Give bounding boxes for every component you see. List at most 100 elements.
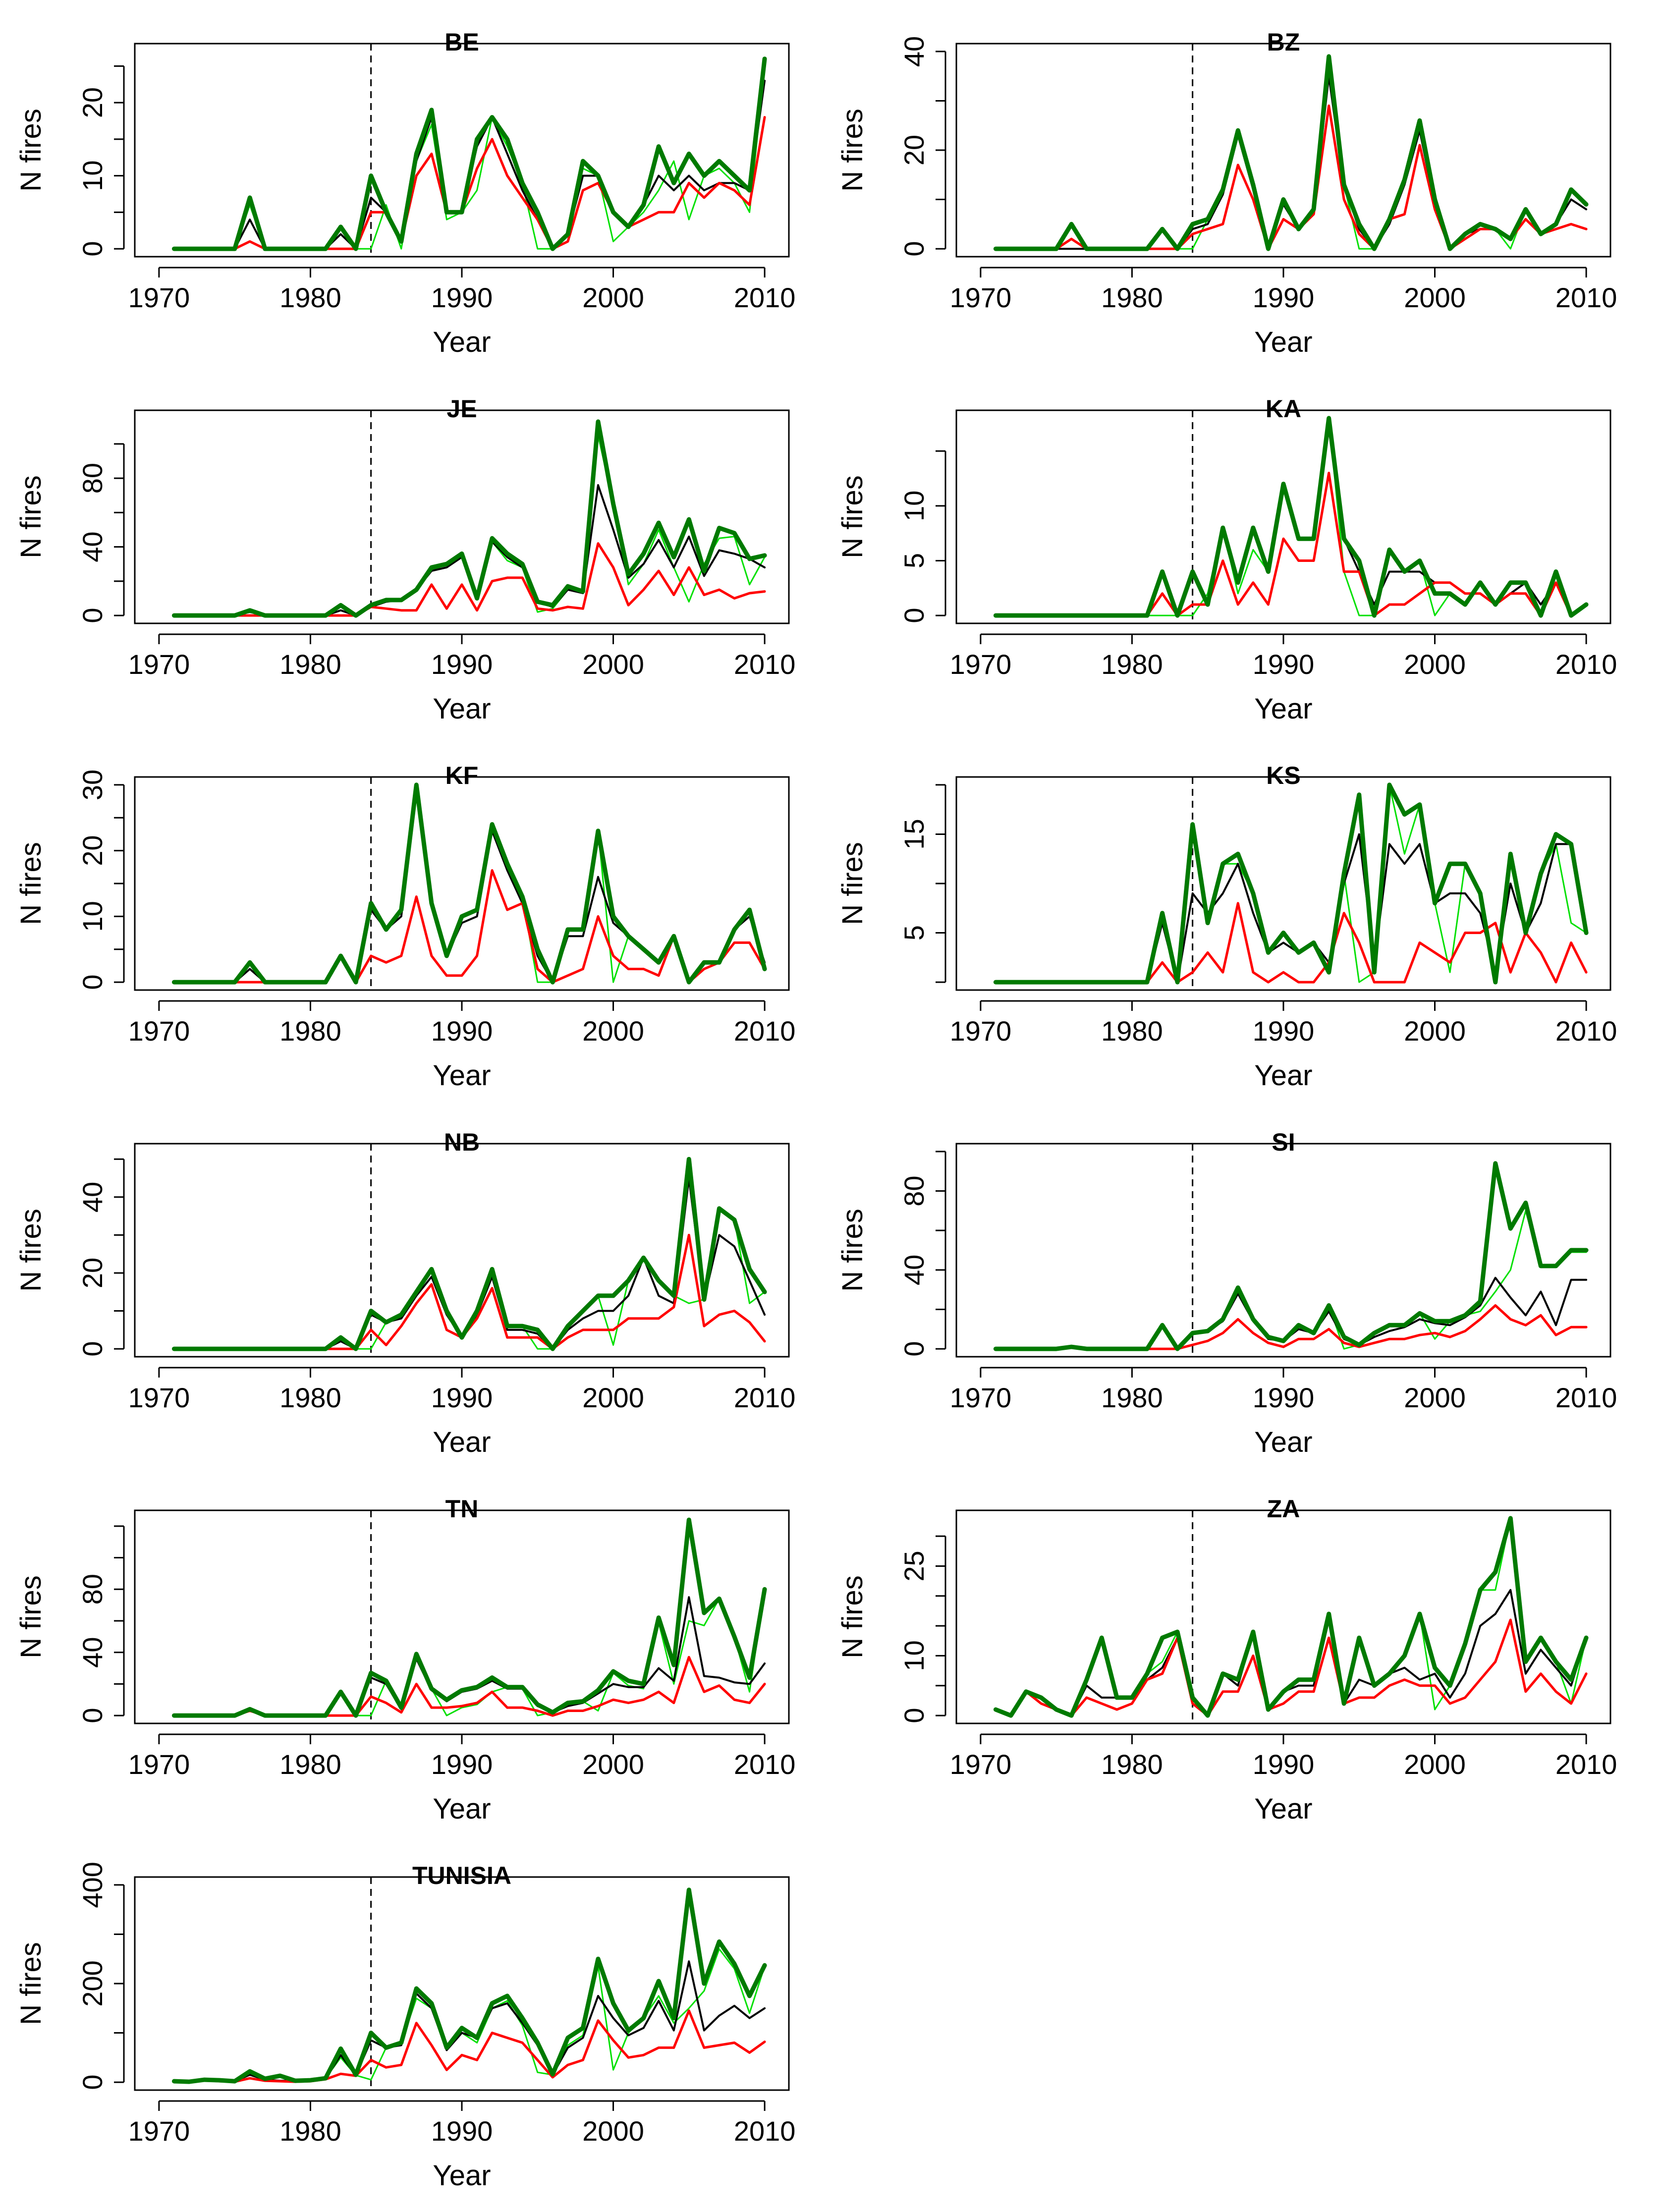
panel-kf: KF 1970 1980 1990 2000 2010 Year 0 10 20 30 N fires [15,762,795,1092]
x-tick-label: 1990 [1253,1382,1315,1413]
plot-frame [134,43,790,258]
y-tick-label: 80 [77,1574,108,1604]
panel-title: BE [444,28,479,56]
x-tick-label: 2010 [734,1749,796,1780]
panel-ka: KA 1970 1980 1990 2000 2010 Year 0 5 10 N fires [836,395,1617,725]
x-tick-label: 1980 [279,1015,341,1047]
series-line-upper [171,419,767,618]
y-tick-label: 200 [77,1960,108,2006]
y-tick-label: 20 [77,1258,108,1288]
plot-frame [955,409,1611,624]
x-axis-label: Year [433,693,491,725]
series-line-upper [171,1887,767,2084]
x-tick-label: 1970 [950,1015,1012,1047]
x-axis-label: Year [433,1426,491,1458]
x-tick-label: 1980 [279,282,341,313]
y-tick-label: 30 [77,770,108,800]
series-group [171,1887,767,2084]
series-line-upper [171,782,767,985]
x-axis-label: Year [1254,693,1312,725]
y-tick-label: 40 [77,1637,108,1668]
y-tick-label: 0 [898,608,930,623]
panel-je: JE 1970 1980 1990 2000 2010 Year 0 40 80 N fires [15,395,795,725]
plot-frame [134,1143,790,1358]
series-group [993,416,1589,618]
x-tick-label: 1970 [128,2115,190,2147]
x-tick-label: 1970 [950,1382,1012,1413]
series-line-observed [995,55,1587,250]
x-tick-label: 2000 [1404,282,1466,313]
series-group [171,782,767,985]
series-line-mid [173,79,766,250]
x-tick-label: 1990 [431,1382,493,1413]
x-tick-label: 1970 [128,1749,190,1780]
panel-title: KF [445,762,479,789]
x-axis-label: Year [1254,1059,1312,1092]
plot-frame [955,776,1611,991]
x-tick-label: 1980 [1101,282,1163,313]
panel-title: KS [1266,762,1300,789]
x-tick-label: 2010 [1555,1749,1617,1780]
y-tick-label: 10 [77,160,108,191]
y-tick-label: 0 [77,241,108,256]
x-axis-label: Year [433,1793,491,1825]
y-tick-label: 0 [898,1341,930,1356]
x-tick-label: 2010 [1555,1382,1617,1413]
panel-title: JE [446,395,477,423]
x-tick-label: 2010 [734,2115,796,2147]
y-tick-label: 0 [77,974,108,990]
x-axis-label: Year [1254,1793,1312,1825]
y-tick-label: 40 [898,1255,930,1285]
panel-title: KA [1266,395,1301,423]
y-tick-label: 15 [898,819,930,849]
series-line-upper [171,1517,767,1718]
y-tick-label: 5 [898,553,930,568]
x-tick-label: 2000 [1404,1749,1466,1780]
x-tick-label: 2000 [582,649,644,680]
x-tick-label: 2000 [582,282,644,313]
x-tick-label: 1990 [431,2115,493,2147]
y-tick-label: 10 [898,1640,930,1671]
y-axis-label: N fires [15,1209,47,1292]
y-tick-label: 40 [898,36,930,67]
series-line-lower [994,472,1588,617]
x-tick-label: 2000 [1404,1382,1466,1413]
series-line-observed [173,65,766,250]
x-tick-label: 1980 [1101,649,1163,680]
x-tick-label: 1970 [128,1382,190,1413]
y-tick-label: 0 [77,1708,108,1723]
x-tick-label: 2000 [582,1382,644,1413]
x-tick-label: 1970 [950,649,1012,680]
series-line-mid [173,1960,766,2083]
y-axis-label: N fires [15,475,47,558]
series-group [993,1161,1589,1351]
plot-frame [134,1509,790,1724]
series-line-upper [993,1516,1589,1718]
panel-bz: BZ 1970 1980 1990 2000 2010 Year 0 20 40 N fires [836,28,1617,358]
x-tick-label: 1980 [279,1382,341,1413]
x-tick-label: 2000 [582,1015,644,1047]
x-tick-label: 1980 [1101,1382,1163,1413]
y-tick-label: 0 [77,1341,108,1356]
x-tick-label: 1970 [950,282,1012,313]
panel-tunisia: TUNISIA 1970 1980 1990 2000 2010 Year 0 200 400 N … [15,1862,795,2192]
series-group [171,1517,767,1718]
series-line-mid [995,1589,1588,1717]
panel-si: SI 1970 1980 1990 2000 2010 Year 0 40 80 N fires [836,1128,1617,1458]
panel-be: BE 1970 1980 1990 2000 2010 Year 0 10 20 N fires [15,28,795,358]
y-tick-label: 20 [898,135,930,166]
panel-za: ZA 1970 1980 1990 2000 2010 Year 0 10 25 N fires [836,1495,1617,1825]
panel-title: NB [444,1128,480,1156]
y-tick-label: 25 [898,1550,930,1581]
series-line-lower [172,2009,766,2084]
x-tick-label: 2010 [1555,282,1617,313]
x-tick-label: 1980 [1101,1015,1163,1047]
x-tick-label: 1990 [1253,1015,1315,1047]
plot-frame [134,409,790,624]
x-tick-label: 2010 [734,282,796,313]
plot-frame [955,43,1611,258]
y-tick-label: 20 [77,835,108,866]
x-tick-label: 2010 [734,1015,796,1047]
y-tick-label: 20 [77,87,108,118]
